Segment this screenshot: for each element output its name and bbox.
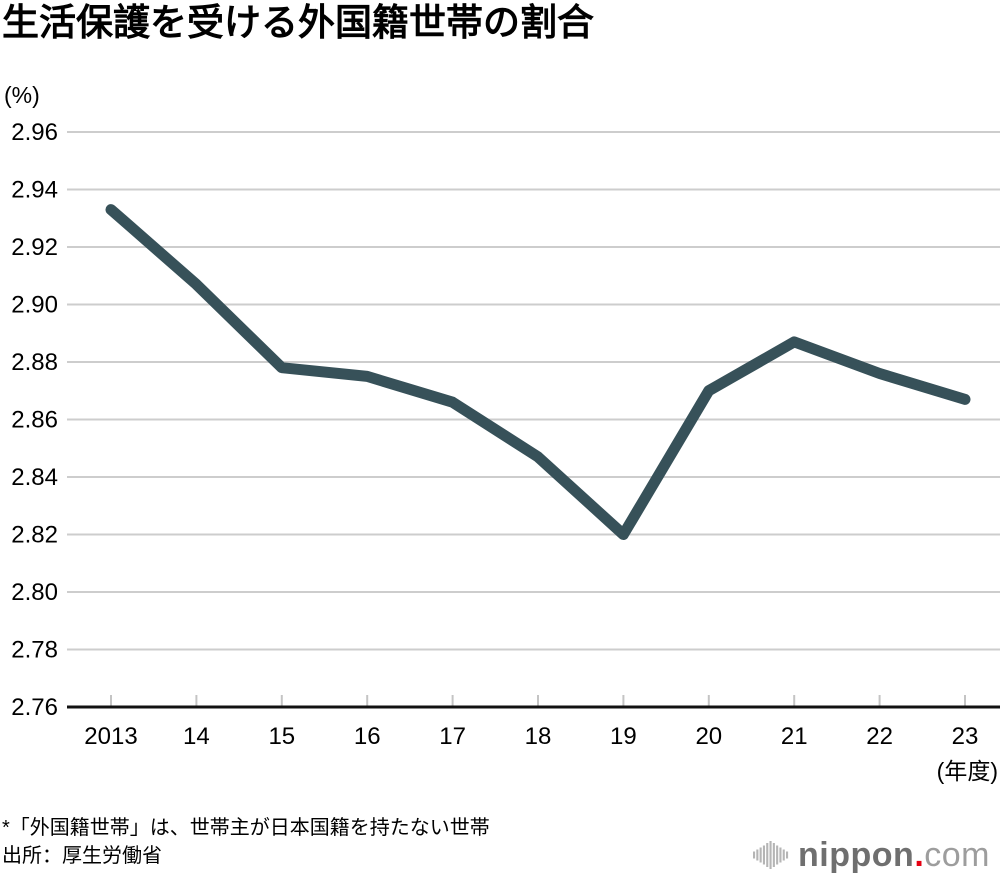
nippon-logo: nippon.com	[753, 836, 990, 874]
y-axis-tick-label: 2.86	[11, 407, 58, 434]
y-axis-tick-label: 2.96	[11, 119, 58, 146]
x-axis-tick-label: 18	[525, 723, 552, 750]
x-axis-tick-label: 23	[952, 723, 979, 750]
chart-title: 生活保護を受ける外国籍世帯の割合	[2, 2, 594, 43]
y-axis-tick-label: 2.78	[11, 637, 58, 664]
soundwave-bar	[776, 845, 779, 865]
y-axis-tick-label: 2.80	[11, 579, 58, 606]
logo-wordmark: nippon.com	[798, 836, 990, 874]
footnotes: *「外国籍世帯」は、世帯主が日本国籍を持たない世帯 出所：厚生労働省	[2, 814, 490, 870]
soundwave-bar	[756, 849, 759, 861]
y-axis-tick-label: 2.88	[11, 349, 58, 376]
soundwave-icon	[753, 838, 789, 872]
y-axis-tick-label: 2.82	[11, 522, 58, 549]
x-axis-tick-label: 19	[610, 723, 637, 750]
y-axis-tick-label: 2.84	[11, 464, 58, 491]
line-chart: 2.96 2.94 2.92 2.90 2.88 2.86 2.84 2.82 2.80 2.78…	[11, 119, 1000, 784]
logo-text-suffix: com	[924, 836, 990, 874]
x-axis-unit-label: (年度)	[937, 758, 998, 784]
soundwave-bar	[772, 843, 775, 867]
y-axis-tick-label: 2.94	[11, 177, 58, 204]
x-axis-tick-label: 2013	[84, 723, 137, 750]
soundwave-bar	[786, 851, 789, 859]
x-axis-tick-label: 17	[439, 723, 466, 750]
x-axis-tick-label: 15	[268, 723, 295, 750]
soundwave-bar	[769, 841, 772, 869]
soundwave-bar	[779, 847, 782, 863]
x-axis-tick-label: 22	[866, 723, 893, 750]
x-axis-tick-label: 21	[781, 723, 808, 750]
footnote-definition: *「外国籍世帯」は、世帯主が日本国籍を持たない世帯	[2, 817, 490, 839]
soundwave-bar	[753, 851, 756, 859]
y-axis-tick-label: 2.90	[11, 292, 58, 319]
y-axis-tick-label: 2.76	[11, 694, 58, 721]
soundwave-bar	[782, 849, 785, 861]
x-axis-tick-label: 20	[695, 723, 722, 750]
logo-text-main: nippon	[798, 836, 915, 874]
x-axis-tick-label: 16	[354, 723, 381, 750]
y-axis-tick-label: 2.92	[11, 234, 58, 261]
soundwave-bar	[759, 847, 762, 863]
soundwave-bar	[762, 845, 766, 865]
logo-text-dot: .	[914, 836, 925, 874]
series-line	[105, 204, 971, 540]
y-axis-unit-label: (%)	[4, 82, 40, 108]
soundwave-bar	[766, 843, 769, 867]
x-axis-tick-label: 14	[183, 723, 210, 750]
footnote-source: 出所：厚生労働省	[2, 845, 162, 867]
